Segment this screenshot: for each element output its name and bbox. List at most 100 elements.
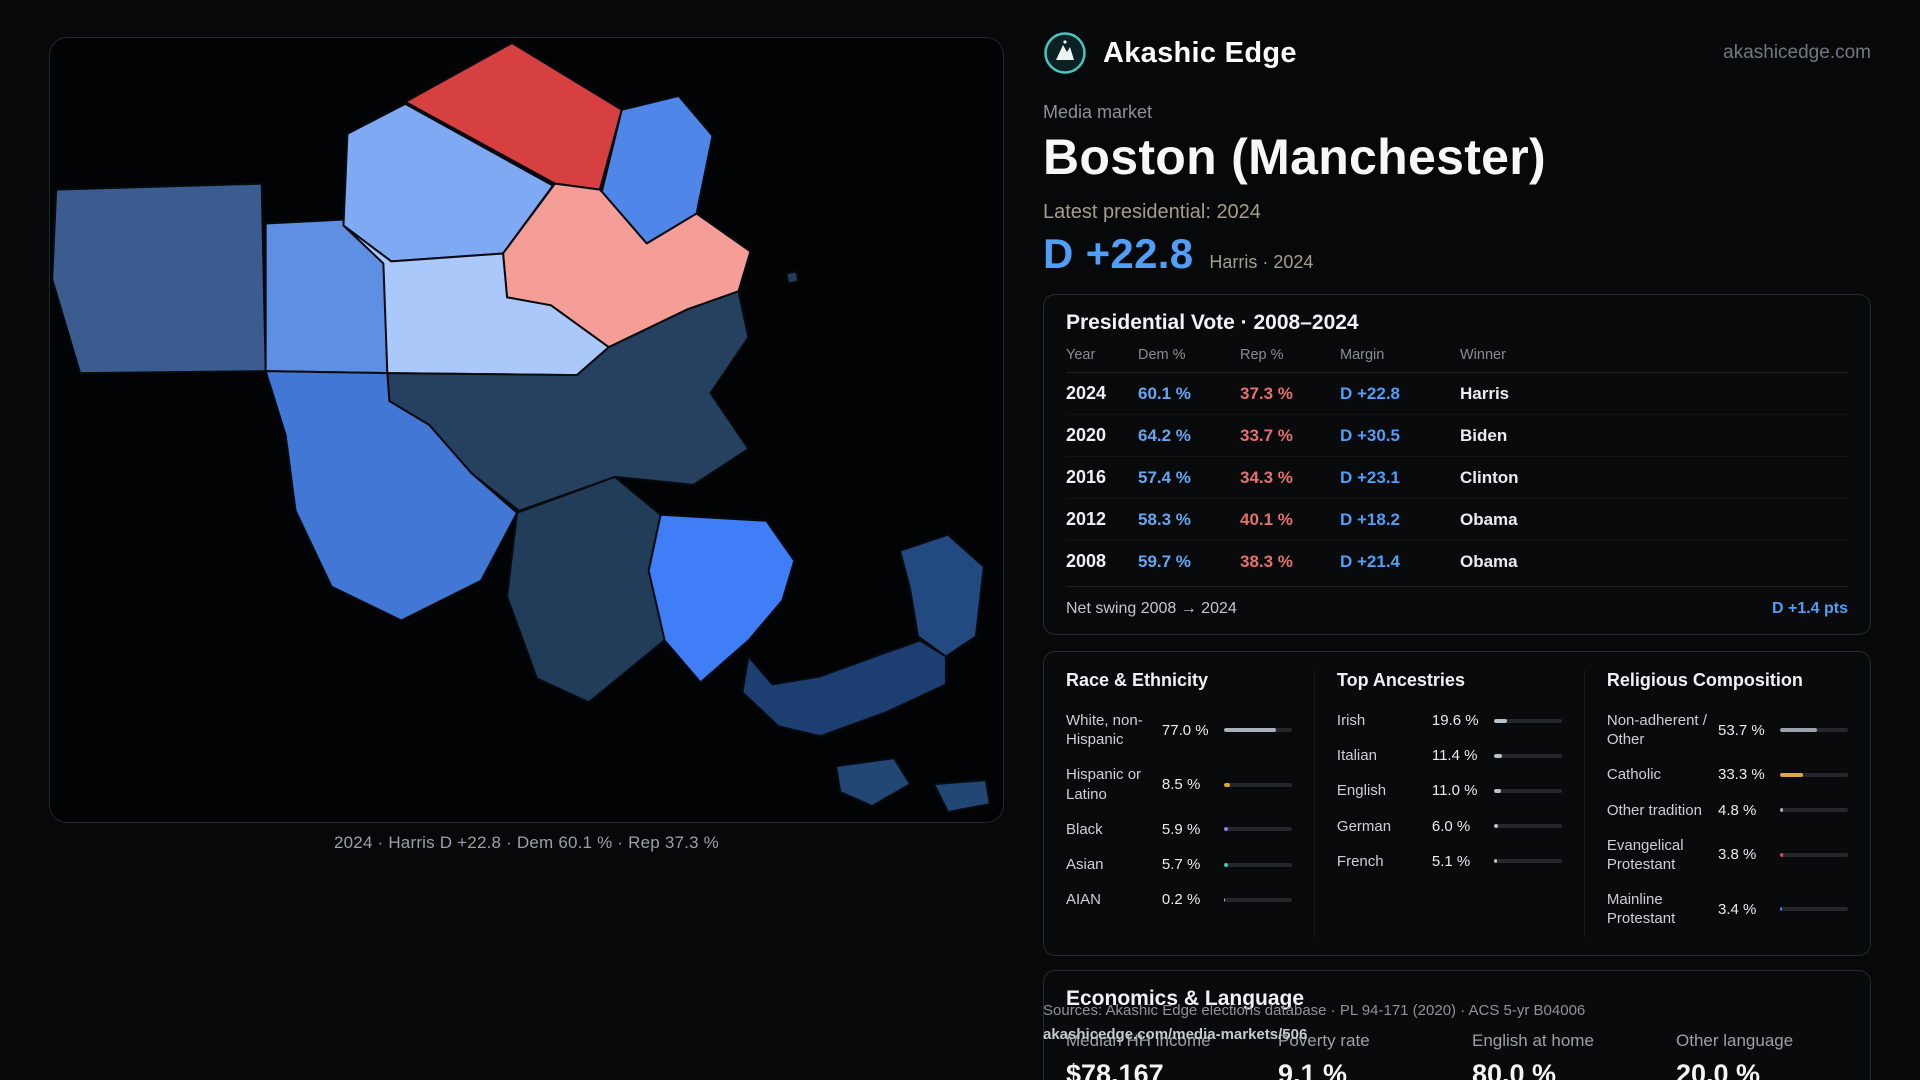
economics-stat-label: English at home (1472, 1030, 1594, 1050)
vote-cell-winner: Clinton (1460, 467, 1519, 487)
county-central-light (342, 224, 610, 377)
demo-value: 8.5 % (1161, 776, 1201, 794)
vote-cell-margin: D +22.8 (1340, 383, 1401, 403)
demo-bar-track (1779, 772, 1848, 777)
demo-label: White, non-Hispanic (1066, 712, 1143, 749)
economics-stat-label: Poverty rate (1278, 1030, 1370, 1050)
vote-cell-rep: 37.3 % (1240, 383, 1293, 403)
net-swing-label: Net swing 2008 → 2024 (1066, 600, 1237, 617)
vote-cell-rep: 40.1 % (1240, 509, 1293, 529)
demo-bar-track (1493, 824, 1562, 829)
demo-bar-track (1493, 859, 1562, 864)
demo-label: English (1336, 782, 1387, 800)
main-panel: Akashic Edge akashicedge.com Media marke… (1043, 30, 1871, 1080)
demo-label: Black (1066, 820, 1103, 838)
demo-column-title: Top Ancestries (1336, 670, 1465, 690)
vote-cell-dem: 64.2 % (1138, 425, 1191, 445)
demo-value: 53.7 % (1717, 721, 1765, 739)
demo-bar-fill (1223, 782, 1230, 787)
vote-col-year: Year (1066, 347, 1096, 363)
vote-cell-winner: Harris (1460, 383, 1510, 403)
demo-value: 3.4 % (1717, 900, 1757, 918)
demo-row: Evangelical Protestant 3.8 % (1607, 828, 1848, 882)
economics-stat: English at home 80.0 % (1472, 1031, 1676, 1080)
demo-row: Non-adherent / Other 53.7 % (1607, 703, 1848, 757)
demo-row: French 5.1 % (1337, 844, 1562, 879)
demo-bar-track (1493, 718, 1562, 723)
vote-table-row: 2008 59.7 % 38.3 % D +21.4 Obama (1066, 541, 1848, 582)
vote-card-title: Presidential Vote · 2008–2024 (1066, 311, 1359, 334)
demo-column-title: Race & Ethnicity (1066, 670, 1209, 690)
market-kicker: Media market (1043, 102, 1153, 122)
vote-table-row: 2012 58.3 % 40.1 % D +18.2 Obama (1066, 499, 1848, 541)
footer-permalink[interactable]: akashicedge.com/media-markets/506 (1043, 1026, 1308, 1043)
demo-row: Hispanic or Latino 8.5 % (1066, 757, 1292, 811)
economics-stats: Median HH income $78,167 Poverty rate 9.1 %… (1066, 1031, 1848, 1080)
economics-stat: Median HH income $78,167 (1066, 1031, 1278, 1080)
demo-bar-fill (1779, 907, 1783, 912)
economics-stat-label: Other language (1676, 1030, 1794, 1050)
demo-label: Catholic (1606, 766, 1662, 784)
county-far-west (51, 182, 267, 375)
vote-cell-margin: D +30.5 (1340, 425, 1401, 445)
demo-bar-fill (1493, 788, 1502, 793)
brand-domain-link[interactable]: akashicedge.com (1723, 42, 1871, 63)
vote-table-row: 2016 57.4 % 34.3 % D +23.1 Clinton (1066, 457, 1848, 499)
demo-value: 11.0 % (1431, 782, 1478, 800)
vote-cell-year: 2016 (1066, 467, 1107, 487)
vote-cell-year: 2020 (1066, 425, 1107, 445)
vote-cell-rep: 34.3 % (1240, 467, 1293, 487)
vote-cell-dem: 60.1 % (1138, 383, 1191, 403)
economics-stat: Poverty rate 9.1 % (1278, 1031, 1472, 1080)
vote-col-margin: Margin (1340, 347, 1385, 363)
economics-stat-label: Median HH income (1066, 1030, 1211, 1050)
vote-col-rep: Rep % (1240, 347, 1284, 363)
demo-value: 11.4 % (1431, 747, 1478, 765)
economics-title: Economics & Language (1066, 986, 1305, 1010)
demo-bar-track (1493, 753, 1562, 758)
demo-bar-track (1223, 728, 1292, 733)
demo-bar-fill (1223, 897, 1225, 902)
demo-bar-track (1779, 852, 1848, 857)
county-islet (785, 270, 800, 285)
demo-column: Race & Ethnicity White, non-Hispanic 77.0 … (1044, 670, 1314, 937)
vote-cell-winner: Biden (1460, 425, 1508, 445)
page-title: Boston (Manchester) (1043, 129, 1546, 185)
headline: D +22.8 Harris · 2024 (1043, 230, 1871, 278)
vote-table-row: 2020 64.2 % 33.7 % D +30.5 Biden (1066, 415, 1848, 457)
demo-row: Irish 19.6 % (1337, 703, 1562, 738)
latest-presidential-label: Latest presidential: 2024 (1043, 201, 1261, 223)
county-cape-arm (741, 639, 947, 738)
demo-bar-fill (1779, 808, 1784, 813)
brand-name: Akashic Edge (1103, 36, 1297, 69)
demo-value: 33.3 % (1717, 766, 1765, 784)
vote-cell-margin: D +18.2 (1340, 509, 1401, 529)
demo-value: 5.9 % (1161, 820, 1201, 838)
demo-row: Italian 11.4 % (1337, 738, 1562, 773)
presidential-vote-card: Presidential Vote · 2008–2024 Year Dem % R… (1043, 294, 1871, 635)
demo-value: 77.0 % (1161, 721, 1209, 739)
demo-value: 19.6 % (1431, 712, 1479, 730)
demo-label: Mainline Protestant (1606, 891, 1676, 928)
county-island-east (932, 779, 991, 814)
map-svg (51, 41, 991, 814)
demo-bar-track (1223, 862, 1292, 867)
demo-row: AIAN 0.2 % (1066, 882, 1292, 917)
demo-column-title: Religious Composition (1606, 670, 1803, 690)
vote-cell-dem: 59.7 % (1138, 551, 1191, 571)
county-south-dark (506, 475, 668, 704)
vote-cell-dem: 57.4 % (1138, 467, 1191, 487)
demo-row: English 11.0 % (1337, 773, 1562, 808)
vote-col-dem: Dem % (1138, 347, 1186, 363)
demo-bar-track (1223, 897, 1292, 902)
brand-logo-icon (1043, 31, 1087, 75)
demo-bar-track (1493, 788, 1562, 793)
demo-label: Asian (1066, 855, 1104, 873)
demo-row: White, non-Hispanic 77.0 % (1066, 703, 1292, 757)
economics-card: Economics & Language Median HH income $78… (1043, 969, 1871, 1080)
economics-stat-value: 20.0 % (1676, 1058, 1761, 1080)
demo-bar-fill (1779, 772, 1803, 777)
vote-cell-winner: Obama (1460, 551, 1518, 571)
vote-cell-winner: Obama (1460, 509, 1518, 529)
demo-label: German (1336, 817, 1392, 835)
